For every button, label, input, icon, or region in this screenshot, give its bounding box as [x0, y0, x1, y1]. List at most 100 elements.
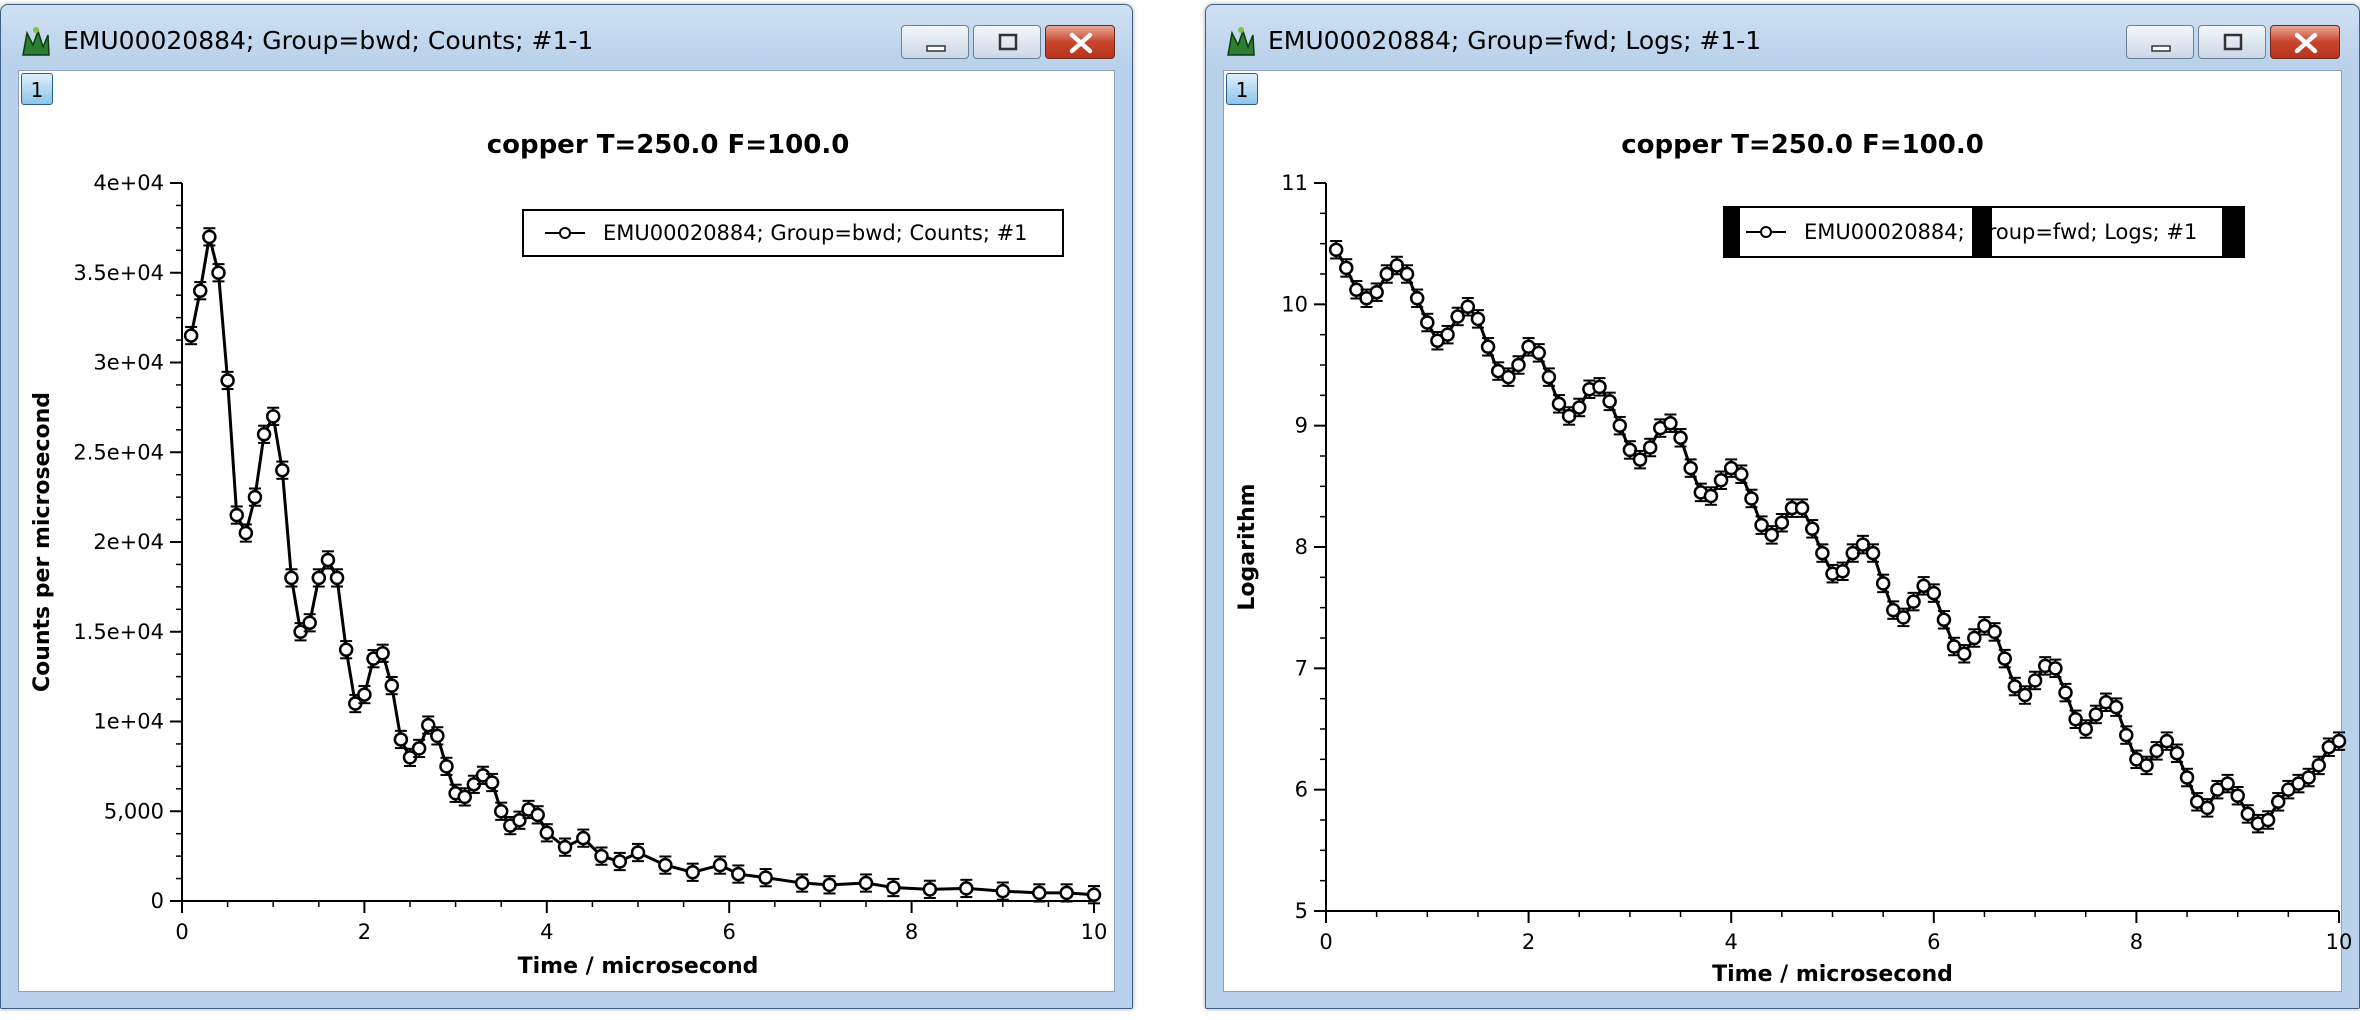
data-point	[2058, 682, 2073, 703]
minimize-button[interactable]	[901, 25, 969, 59]
data-point	[2027, 670, 2043, 691]
data-point	[1663, 413, 1678, 433]
graph-layer-button[interactable]: 1	[21, 73, 53, 105]
data-point	[2179, 767, 2195, 788]
data-point	[2291, 773, 2306, 794]
data-point	[2230, 785, 2245, 806]
data-point	[238, 523, 254, 543]
data-point	[995, 881, 1011, 901]
data-point	[1480, 337, 1496, 357]
data-point	[2311, 755, 2326, 776]
data-point	[1865, 543, 1881, 563]
data-point	[822, 875, 837, 895]
legend-box	[522, 209, 1064, 257]
x-tick-label: 2	[358, 920, 371, 944]
data-point	[1572, 397, 1587, 418]
data-point	[731, 864, 746, 884]
data-point	[1967, 628, 1982, 648]
data-point	[1561, 406, 1577, 426]
close-button[interactable]	[1045, 25, 1115, 59]
data-point	[1815, 543, 1830, 563]
data-point	[2017, 685, 2033, 705]
y-tick-label: 5	[1295, 899, 1308, 923]
data-point	[1673, 428, 1688, 448]
data-point	[384, 675, 400, 696]
data-point	[1511, 355, 1526, 375]
x-axis-title: Time / microsecond	[518, 954, 759, 979]
y-tick-label: 10	[1281, 292, 1308, 316]
data-point	[457, 787, 472, 807]
data-point	[1956, 644, 1972, 664]
data-point	[2048, 658, 2063, 679]
legend-symbol	[545, 227, 585, 239]
x-tick-label: 10	[1081, 920, 1108, 944]
data-point	[539, 823, 555, 843]
data-point	[2331, 731, 2347, 751]
data-point	[886, 877, 901, 898]
x-tick-label: 8	[905, 920, 918, 944]
plot-area[interactable]: 1 0 2 4 6 8 10 5 6 7 8 9 10 11 copper T=250.0 F=100.0…	[1223, 70, 2352, 992]
maximize-icon	[998, 33, 1018, 51]
y-axis-title: Logarithm	[1235, 483, 1260, 610]
maximize-button[interactable]	[973, 25, 1041, 59]
legend-marker-block	[1724, 207, 1740, 257]
window-title-bar[interactable]: EMU00020884; Group=bwd; Counts; #1-1	[1, 5, 1132, 77]
y-tick-label: 3.5e+04	[73, 261, 164, 285]
data-point	[493, 801, 509, 821]
data-point	[1987, 622, 2002, 642]
minimize-icon	[926, 45, 946, 52]
chart-title: copper T=250.0 F=100.0	[487, 130, 850, 160]
legend-marker-block	[1972, 207, 1992, 257]
data-point	[311, 568, 327, 588]
data-point	[594, 846, 609, 866]
x-tick-label: 8	[2130, 930, 2143, 954]
data-point	[302, 613, 317, 633]
data-point	[183, 325, 199, 346]
data-point	[2169, 743, 2185, 764]
data-point	[211, 263, 226, 283]
y-tick-label: 1.5e+04	[73, 620, 164, 644]
x-axis-title: Time / microsecond	[1712, 962, 1953, 987]
data-point	[2098, 692, 2114, 713]
data-point	[2260, 810, 2276, 830]
data-point	[557, 837, 573, 857]
legend-symbol	[1746, 226, 1786, 238]
data-point	[1339, 258, 1354, 278]
data-point	[1440, 324, 1455, 345]
data-point	[247, 487, 263, 507]
data-point	[2220, 773, 2235, 794]
x-tick-label: 6	[1927, 930, 1940, 954]
maximize-icon	[2223, 33, 2243, 51]
y-tick-label: 4e+04	[93, 171, 164, 195]
plot-window-bwd-counts[interactable]: EMU00020884; Group=bwd; Counts; #1-1 1 0…	[0, 4, 1133, 1009]
data-point	[2119, 725, 2134, 745]
data-point	[357, 684, 372, 705]
data-point	[375, 643, 390, 663]
close-button[interactable]	[2270, 25, 2340, 59]
data-point	[320, 550, 336, 570]
minimize-button[interactable]	[2126, 25, 2194, 59]
window-title-bar[interactable]: EMU00020884; Group=fwd; Logs; #1-1	[1206, 5, 2359, 77]
data-point	[1946, 636, 1962, 657]
data-point	[229, 505, 244, 525]
data-point	[1602, 391, 1617, 412]
y-tick-label: 2.5e+04	[73, 440, 164, 464]
data-point	[1926, 583, 1942, 603]
maximize-button[interactable]	[2198, 25, 2266, 59]
x-tick-label: 0	[175, 920, 188, 944]
graph-layer-button[interactable]: 1	[1226, 73, 1258, 105]
data-point	[1997, 648, 2012, 669]
data-point	[1936, 610, 1952, 630]
data-point	[2321, 737, 2337, 757]
plot-area[interactable]: 1 0 2 4 6 8 10 0 5,000 1e+04 1.5e+04 2e+04 2.5e+04 3…	[18, 70, 1115, 992]
data-point	[1916, 576, 1931, 596]
x-tick-label: 4	[540, 920, 553, 944]
series-line	[1334, 249, 2340, 826]
data-point	[1612, 415, 1628, 436]
y-tick-label: 5,000	[104, 799, 164, 823]
data-point	[1592, 377, 1607, 397]
data-point	[2200, 798, 2215, 818]
y-tick-label: 9	[1295, 414, 1308, 438]
data-point	[265, 406, 281, 426]
plot-window-fwd-logs[interactable]: EMU00020884; Group=fwd; Logs; #1-1 1 0 2 4…	[1205, 4, 2360, 1009]
